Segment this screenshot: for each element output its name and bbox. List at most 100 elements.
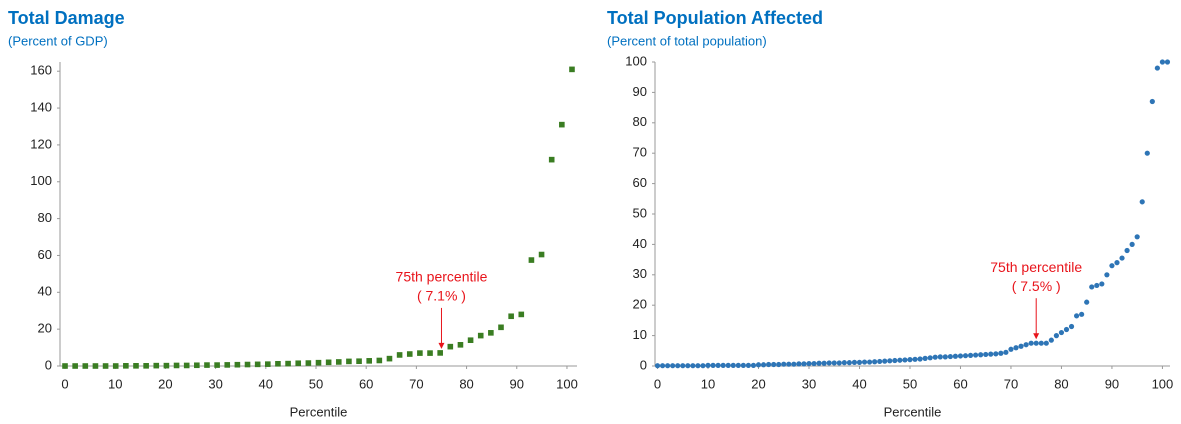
point [942,354,948,360]
point [548,156,555,163]
point [82,363,89,369]
annotation-text: ( 7.1% ) [417,288,466,304]
point [760,362,767,368]
chart-title: Total Population Affected [607,8,823,28]
x-tick-label: 50 [309,376,323,391]
point [1129,241,1135,247]
x-tick-label: 70 [1004,376,1018,391]
point [1139,199,1145,205]
chart-subtitle: (Percent of total population) [607,33,767,48]
point [705,362,711,368]
chart-title: Total Damage [8,8,125,28]
point [983,351,989,358]
point [821,360,827,366]
point [796,361,802,367]
point [861,359,868,365]
y-tick-label: 0 [640,357,647,372]
x-tick-label: 10 [701,376,715,391]
y-tick-label: 160 [30,63,52,78]
point [457,342,464,348]
point [62,363,68,369]
y-tick-label: 50 [633,205,647,220]
point [897,357,903,363]
point [1033,340,1039,346]
point [1043,340,1049,346]
point [1053,333,1059,339]
point [204,362,210,368]
point [72,363,78,369]
point [836,360,842,366]
point [659,363,666,369]
y-tick-label: 40 [38,284,52,299]
point [538,251,545,258]
point [528,257,535,263]
point [488,330,494,336]
point [952,353,959,359]
x-tick-label: 0 [61,376,68,391]
point [841,360,847,366]
y-tick-label: 0 [45,357,52,372]
x-tick-label: 60 [359,376,373,391]
point [781,361,787,367]
point [183,362,190,369]
point [1063,326,1070,333]
point [776,361,782,368]
point [1109,263,1115,269]
point [92,363,99,369]
point [1149,98,1155,105]
point [1159,59,1166,65]
point [1089,284,1095,290]
x-tick-label: 30 [208,376,222,391]
point [1013,345,1019,351]
point [685,363,691,369]
point [806,360,812,367]
point [1028,340,1034,346]
y-tick-label: 80 [38,210,52,225]
point [1058,329,1065,336]
point [766,361,772,368]
x-tick-label: 50 [903,376,917,391]
point [508,313,514,320]
point [831,360,837,366]
point [720,362,726,368]
point [786,361,792,367]
point [872,359,878,365]
point [123,363,129,369]
x-tick-label: 100 [556,376,578,391]
point [740,362,746,368]
point [1018,343,1024,349]
point [335,359,342,365]
point [1079,311,1085,317]
point [498,324,504,331]
point [1073,313,1080,319]
y-tick-label: 60 [38,247,52,262]
point [1094,282,1100,289]
point [386,355,393,362]
point [1119,255,1125,261]
y-tick-label: 90 [633,84,647,99]
point [417,350,423,356]
point [700,363,706,369]
y-tick-label: 140 [30,99,52,114]
x-tick-label: 10 [108,376,122,391]
point [356,358,362,365]
x-tick-label: 80 [459,376,473,391]
x-tick-label: 40 [852,376,866,391]
point [194,362,200,369]
point [755,362,762,368]
point [922,355,928,361]
x-tick-label: 60 [953,376,967,391]
point [801,361,807,367]
point [346,358,352,365]
point [406,351,413,357]
point [932,354,938,360]
point [811,360,817,367]
point [1154,65,1160,71]
point [234,361,241,368]
point [244,361,251,368]
point [962,353,969,359]
point [902,357,908,363]
annotation-arrowhead [438,342,445,349]
point [1038,340,1044,346]
x-tick-label: 70 [409,376,423,391]
